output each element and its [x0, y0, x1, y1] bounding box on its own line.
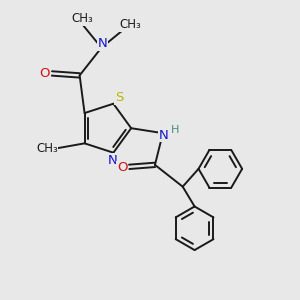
Text: H: H	[171, 125, 179, 135]
Text: N: N	[107, 154, 117, 167]
Text: O: O	[40, 67, 50, 80]
Text: CH₃: CH₃	[36, 142, 58, 155]
Text: CH₃: CH₃	[72, 12, 94, 26]
Text: O: O	[117, 161, 128, 174]
Text: N: N	[98, 37, 107, 50]
Text: S: S	[115, 91, 124, 104]
Text: CH₃: CH₃	[119, 18, 141, 32]
Text: N: N	[159, 129, 169, 142]
